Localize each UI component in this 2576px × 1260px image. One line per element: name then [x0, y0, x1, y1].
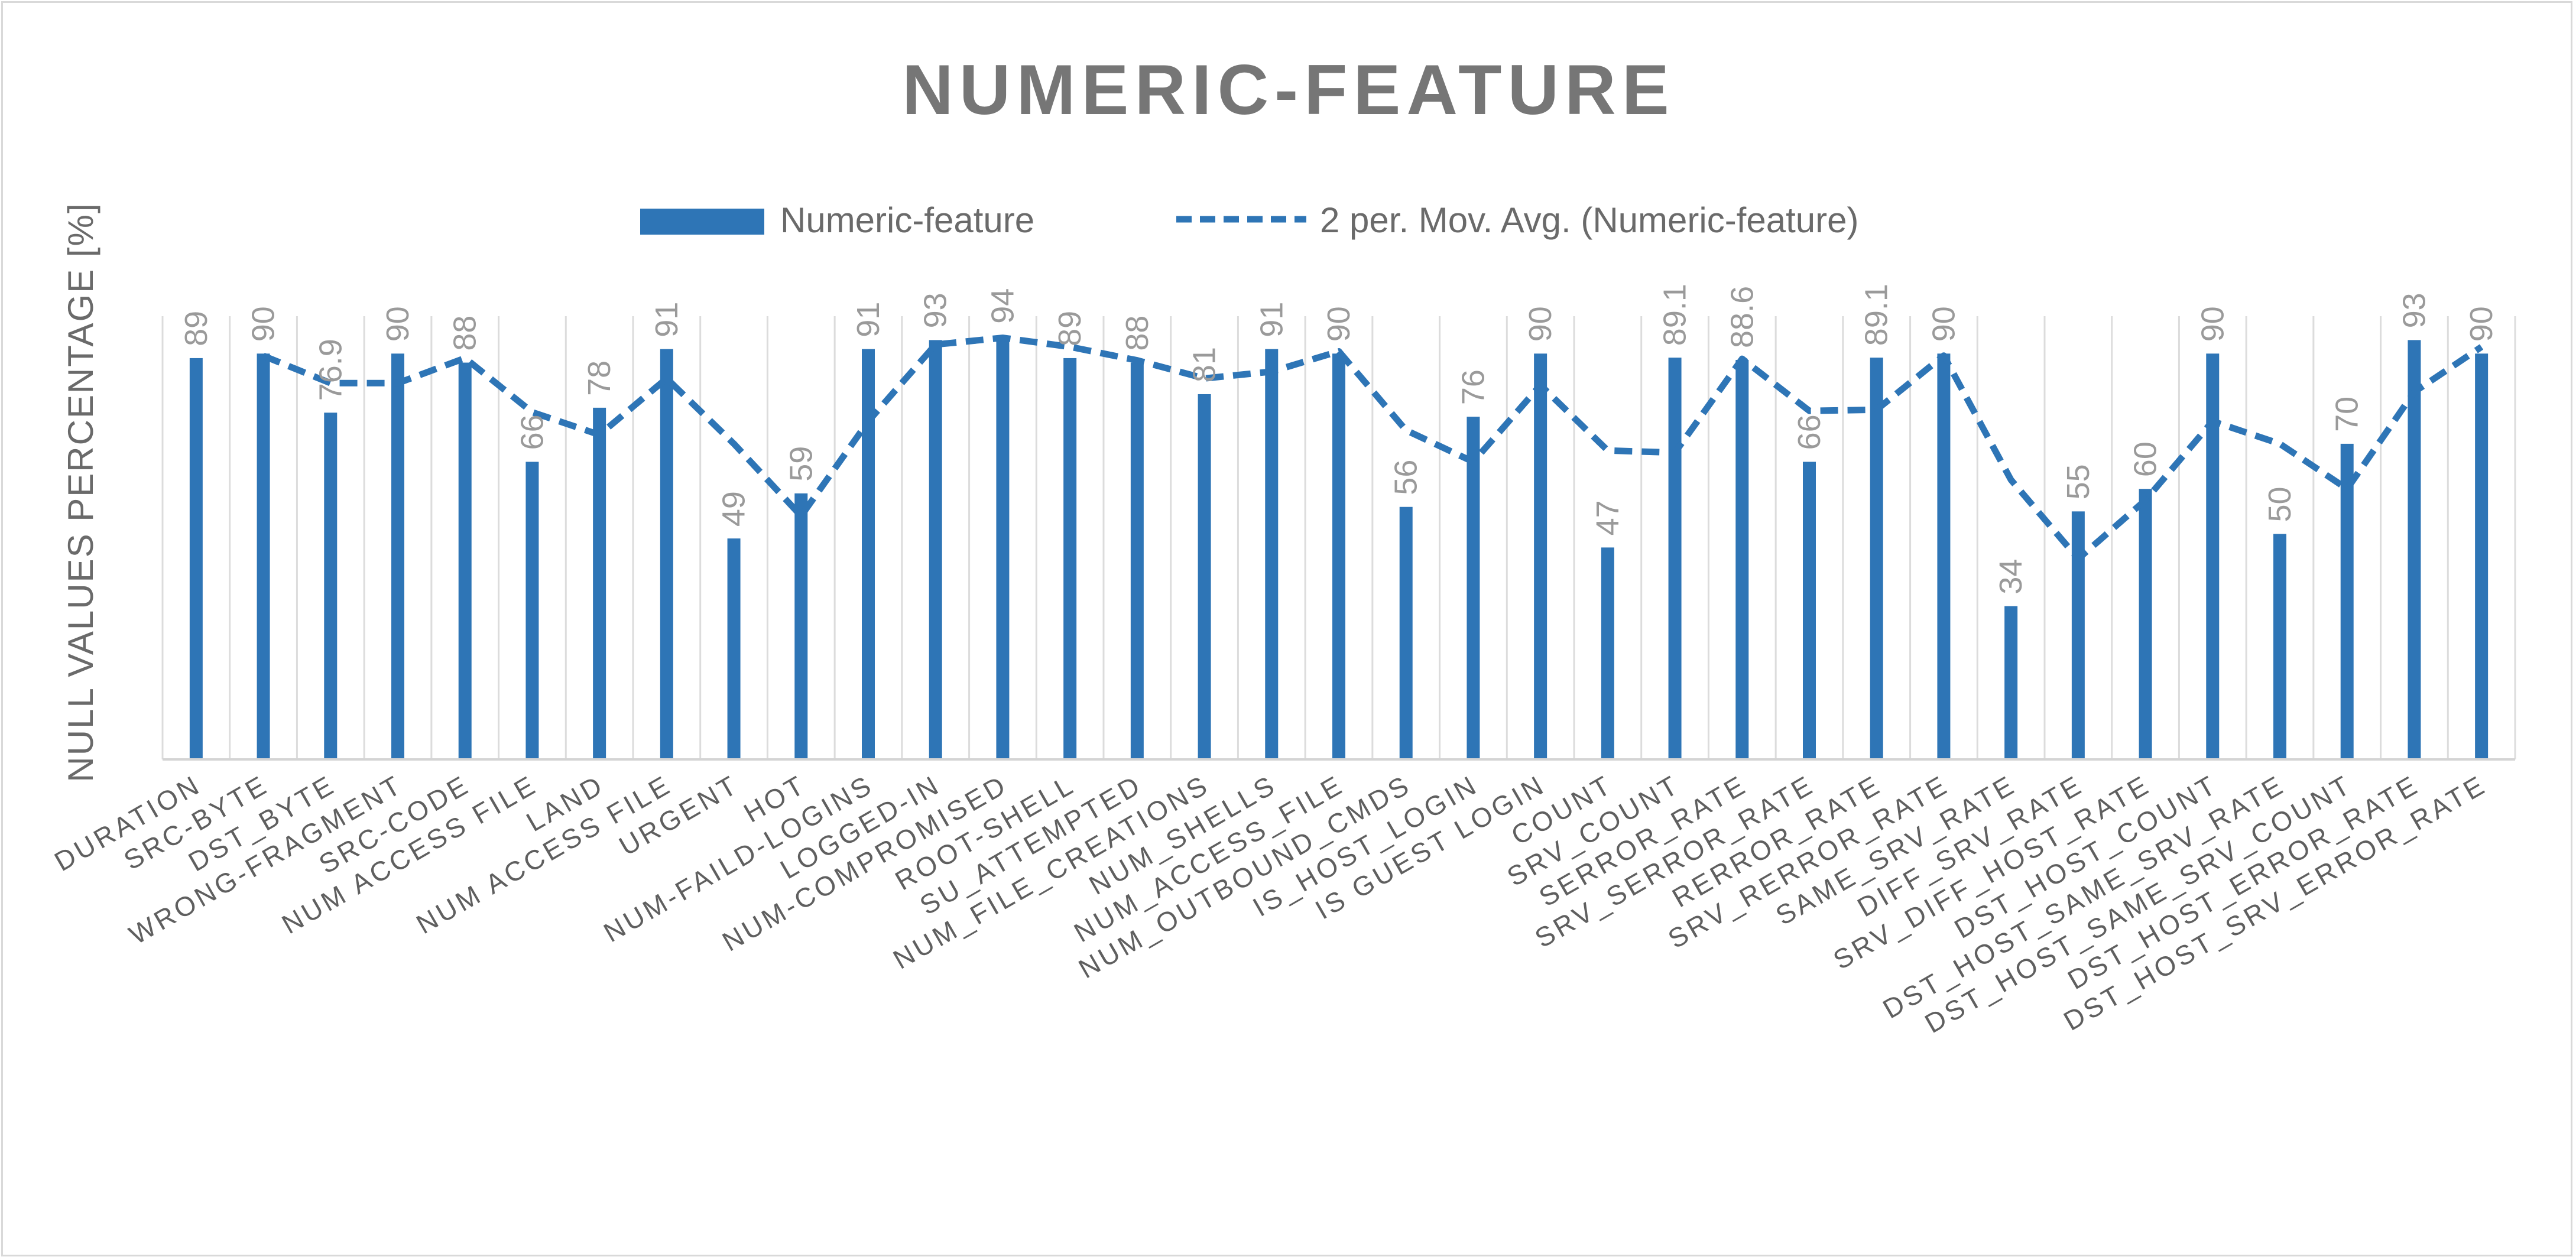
- bar: [1668, 358, 1682, 759]
- data-label: 90: [2464, 306, 2499, 342]
- bar: [2139, 489, 2152, 759]
- bar: [593, 407, 606, 759]
- bar: [1332, 353, 1345, 759]
- data-label: 49: [716, 491, 752, 527]
- bar: [929, 340, 942, 759]
- data-label: 91: [1254, 302, 1289, 337]
- bar: [324, 413, 338, 759]
- legend-mavg-label: 2 per. Mov. Avg. (Numeric-feature): [1320, 200, 1858, 240]
- data-label: 88: [447, 316, 483, 351]
- bar: [727, 538, 741, 759]
- bar: [1467, 417, 1480, 759]
- data-label: 76: [1455, 369, 1491, 405]
- data-label: 90: [1523, 306, 1558, 342]
- data-label: 90: [246, 306, 281, 342]
- bar: [458, 362, 472, 759]
- bar: [525, 462, 539, 759]
- bar: [1063, 358, 1077, 759]
- data-label: 89.1: [1859, 284, 1894, 346]
- data-label: 89: [179, 311, 214, 346]
- bar: [2408, 340, 2421, 759]
- data-label: 60: [2128, 441, 2163, 477]
- data-label: 56: [1388, 460, 1424, 495]
- data-label: 59: [783, 446, 819, 482]
- moving-average-line: [262, 335, 2484, 562]
- data-label: 93: [918, 293, 953, 328]
- data-label: 78: [582, 361, 617, 396]
- chart-title: NUMERIC-FEATURE: [902, 50, 1675, 129]
- bar: [2206, 353, 2220, 759]
- data-label: 90: [2195, 306, 2230, 342]
- bar: [257, 353, 270, 759]
- data-label: 66: [514, 414, 550, 450]
- data-label: 93: [2396, 293, 2432, 328]
- bar: [1803, 462, 1816, 759]
- bar: [2475, 353, 2489, 759]
- bar: [1534, 353, 1547, 759]
- bar: [660, 349, 673, 759]
- data-label: 34: [1993, 559, 2029, 595]
- bar: [2071, 511, 2085, 759]
- data-label: 91: [851, 302, 886, 337]
- bar: [2004, 606, 2018, 759]
- data-label: 90: [380, 306, 416, 342]
- legend-bar-label: Numeric-feature: [780, 200, 1034, 240]
- data-label: 70: [2330, 397, 2365, 432]
- bar: [1870, 358, 1883, 759]
- bar: [2273, 534, 2286, 759]
- data-label: 88: [1120, 316, 1155, 351]
- legend-bar-swatch: [640, 209, 764, 235]
- data-label: 88.6: [1724, 286, 1760, 348]
- bar: [1601, 547, 1614, 759]
- data-label: 66: [1792, 414, 1827, 450]
- bar: [1265, 349, 1279, 759]
- bar: [189, 358, 203, 759]
- bars: [189, 335, 2489, 759]
- data-label: 89: [1052, 311, 1088, 346]
- bar: [794, 493, 808, 759]
- chart-svg: NUMERIC-FEATURE Numeric-feature 2 per. M…: [49, 50, 2516, 1039]
- data-label: 55: [2061, 464, 2096, 499]
- data-label: 76.9: [313, 339, 348, 401]
- bar: [1399, 506, 1413, 759]
- y-axis-label: NULL VALUES PERCENTAGE [%]: [61, 202, 100, 782]
- data-label: 91: [649, 302, 684, 337]
- bar: [1130, 362, 1144, 759]
- bar: [1198, 394, 1211, 759]
- bar: [2340, 443, 2354, 759]
- bar: [1937, 353, 1951, 759]
- data-label: 81: [1187, 347, 1222, 382]
- data-label: 89.1: [1657, 284, 1693, 346]
- bar: [862, 349, 875, 759]
- data-label: 90: [1926, 306, 1961, 342]
- gridlines: [161, 316, 2516, 759]
- legend: Numeric-feature 2 per. Mov. Avg. (Numeri…: [640, 200, 1858, 240]
- x-tick-labels: DURATIONSRC-BYTEDST_BYTEWRONG-FRAGMENTSR…: [49, 769, 2491, 1039]
- bar: [391, 353, 404, 759]
- data-labels: 89 90 76.9 90 88 66 78 91 49 59 91 93 94 89 88 81 91 90 56…: [179, 284, 2499, 595]
- data-label: 50: [2262, 486, 2298, 522]
- data-label: 94: [985, 288, 1020, 324]
- bar: [996, 335, 1010, 759]
- bar: [1735, 359, 1749, 759]
- data-label: 90: [1321, 306, 1357, 342]
- data-label: 47: [1590, 500, 1626, 535]
